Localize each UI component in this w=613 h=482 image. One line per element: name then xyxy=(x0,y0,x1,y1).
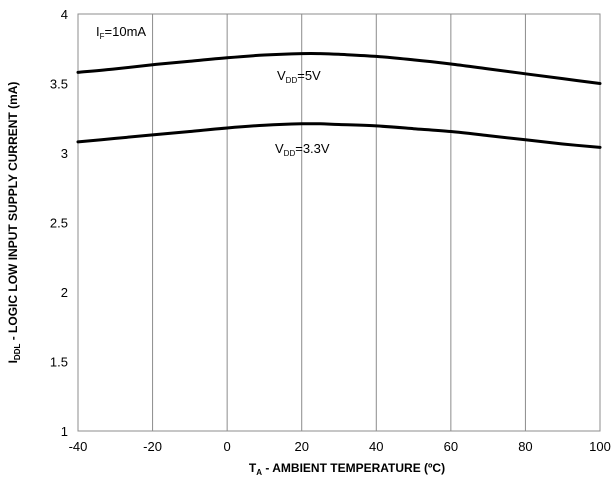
y-tick-label: 2 xyxy=(61,285,68,300)
grid-layer xyxy=(152,14,526,431)
x-tick-label: 100 xyxy=(589,439,611,454)
y-tick-label: 1 xyxy=(61,424,68,439)
curve-layer xyxy=(76,51,602,149)
y-tick-label: 3.5 xyxy=(50,77,68,92)
annotation-vdd-3v3: VDD=3.3V xyxy=(275,141,330,158)
y-tick-labels: 1 1.5 2 2.5 3 3.5 4 xyxy=(50,7,68,439)
x-tick-label: 40 xyxy=(369,439,383,454)
x-tick-labels: -40 -20 0 20 40 60 80 100 xyxy=(69,439,611,454)
series-line-1 xyxy=(76,122,602,149)
y-tick-label: 2.5 xyxy=(50,216,68,231)
y-tick-label: 3 xyxy=(61,146,68,161)
annotation-if: IF=10mA xyxy=(96,24,146,41)
plot-frame xyxy=(77,13,601,432)
annotation-vdd-5v: VDD=5V xyxy=(277,68,321,85)
series-line-0 xyxy=(76,51,602,85)
x-tick-label: 80 xyxy=(518,439,532,454)
y-axis-title: IDDL - LOGIC LOW INPUT SUPPLY CURRENT (m… xyxy=(6,82,22,364)
x-axis-title: TA - AMBIENT TEMPERATURE (ºC) xyxy=(249,461,445,477)
y-tick-label: 1.5 xyxy=(50,355,68,370)
x-tick-label: 60 xyxy=(444,439,458,454)
x-tick-label: 20 xyxy=(294,439,308,454)
x-tick-label: -20 xyxy=(143,439,162,454)
y-tick-label: 4 xyxy=(61,7,68,22)
x-tick-label: 0 xyxy=(224,439,231,454)
x-tick-label: -40 xyxy=(69,439,88,454)
